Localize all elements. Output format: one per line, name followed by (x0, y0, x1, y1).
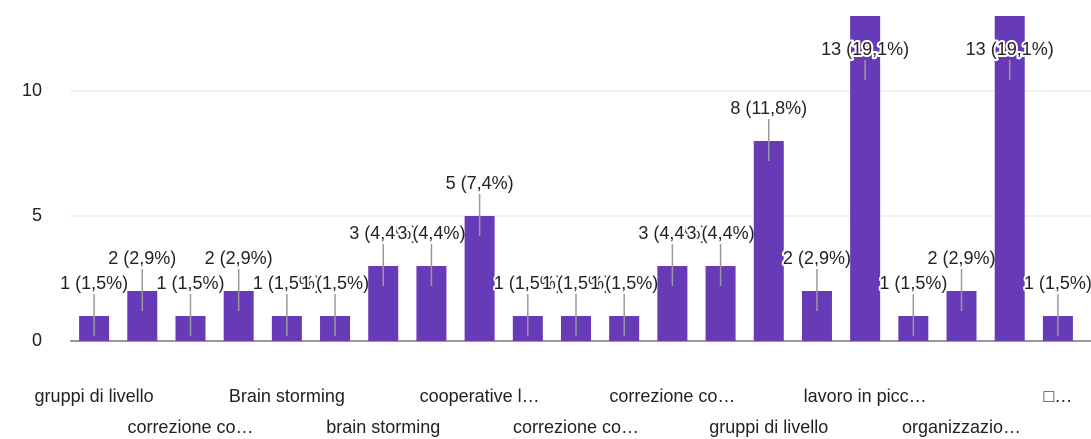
value-label: 3 (4,4%) (349, 223, 417, 243)
value-label: 3 (4,4%) (397, 223, 465, 243)
value-label: 1 (1,5%) (879, 273, 947, 293)
value-label: 3 (4,4%) (638, 223, 706, 243)
x-tick-label: gruppi di livello (35, 386, 154, 406)
value-label: 13 (19,1%) (966, 39, 1054, 59)
x-tick-label: cooperative l… (420, 386, 540, 406)
y-tick-label: 10 (22, 80, 42, 100)
y-tick-label: 0 (32, 330, 42, 350)
value-label: 5 (7,4%) (446, 173, 514, 193)
value-label: 1 (1,5%) (156, 273, 224, 293)
x-tick-label: □… (1043, 386, 1072, 406)
value-label: 2 (2,9%) (928, 248, 996, 268)
value-label: 13 (19,1%) (821, 39, 909, 59)
x-tick-label: correzione co… (127, 417, 253, 437)
x-tick-label: lavoro in picc… (804, 386, 927, 406)
value-label: 1 (1,5%) (301, 273, 369, 293)
value-label: 2 (2,9%) (783, 248, 851, 268)
value-label: 1 (1,5%) (60, 273, 128, 293)
x-tick-label: organizzazio… (902, 417, 1021, 437)
bar (464, 216, 495, 341)
x-tick-label: correzione co… (609, 386, 735, 406)
x-tick-label: brain storming (326, 417, 440, 437)
value-label: 1 (1,5%) (253, 273, 321, 293)
x-tick-label: correzione co… (513, 417, 639, 437)
x-tick-label: Brain storming (229, 386, 345, 406)
value-label: 1 (1,5%) (1024, 273, 1091, 293)
x-tick-label: gruppi di livello (709, 417, 828, 437)
value-label: 1 (1,5%) (494, 273, 562, 293)
value-label: 1 (1,5%) (542, 273, 610, 293)
value-label: 8 (11,8%) (730, 98, 807, 118)
value-label: 1 (1,5%) (590, 273, 658, 293)
value-label: 3 (4,4%) (687, 223, 755, 243)
value-label: 2 (2,9%) (205, 248, 273, 268)
value-label: 2 (2,9%) (108, 248, 176, 268)
bar (753, 141, 784, 341)
y-tick-label: 5 (32, 205, 42, 225)
